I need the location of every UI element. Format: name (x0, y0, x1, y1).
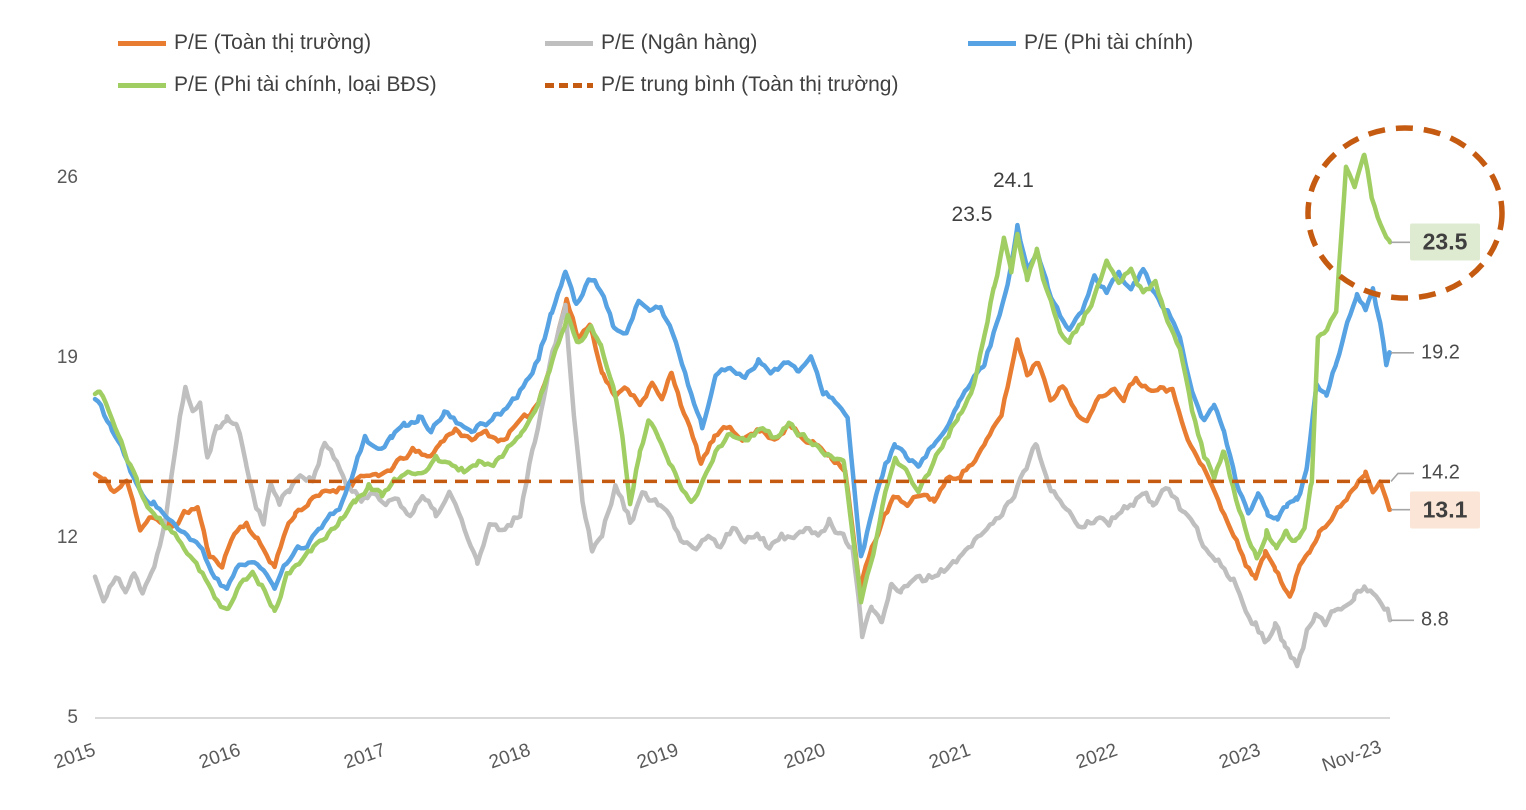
highlight-ellipse-icon (1305, 125, 1505, 301)
legend-item-average: P/E trung bình (Toàn thị trường) (545, 70, 898, 100)
legend-label-banks: P/E (Ngân hàng) (601, 31, 758, 54)
legend-swatch-average-icon (545, 82, 593, 88)
y-tick-label-12: 12 (56, 527, 78, 548)
end-value-label-8.8: 8.8 (1421, 608, 1449, 631)
peak-annotation-24.1: 24.1 (992, 168, 1034, 192)
legend-label-nonfin_ex_re: P/E (Phi tài chính, loại BĐS) (174, 73, 437, 96)
y-tick-label-5: 5 (67, 707, 78, 728)
end-value-label-14.2: 14.2 (1421, 461, 1460, 484)
end-value-box-13.1: 13.1 (1410, 491, 1480, 529)
connector-14.2 (1390, 472, 1414, 482)
legend-item-banks: P/E (Ngân hàng) (545, 28, 757, 58)
end-value-label-19.2: 19.2 (1421, 341, 1460, 364)
legend-item-nonfin: P/E (Phi tài chính) (968, 28, 1193, 58)
series-line-nonfin_ex_re (92, 152, 1393, 614)
legend-label-market: P/E (Toàn thị trường) (174, 31, 372, 54)
series-line-nonfin (92, 222, 1393, 591)
peak-annotation-23.5: 23.5 (951, 203, 993, 227)
y-tick-label-26: 26 (56, 167, 78, 188)
y-tick-label-19: 19 (56, 347, 78, 368)
end-value-box-23.5: 23.5 (1410, 223, 1480, 261)
legend-swatch-nonfin_ex_re-icon (118, 82, 166, 88)
series-line-banks (92, 302, 1393, 669)
legend-item-market: P/E (Toàn thị trường) (118, 28, 371, 58)
legend-swatch-banks-icon (545, 40, 593, 46)
chart-legend: P/E (Toàn thị trường) P/E (Ngân hàng) P/E … (0, 0, 1526, 110)
legend-item-nonfin_ex_re: P/E (Phi tài chính, loại BĐS) (118, 70, 437, 100)
legend-swatch-nonfin-icon (968, 40, 1016, 46)
legend-label-average: P/E trung bình (Toàn thị trường) (601, 73, 899, 96)
series-line-market (92, 296, 1393, 599)
legend-swatch-market-icon (118, 40, 166, 46)
legend-label-nonfin: P/E (Phi tài chính) (1024, 31, 1194, 54)
